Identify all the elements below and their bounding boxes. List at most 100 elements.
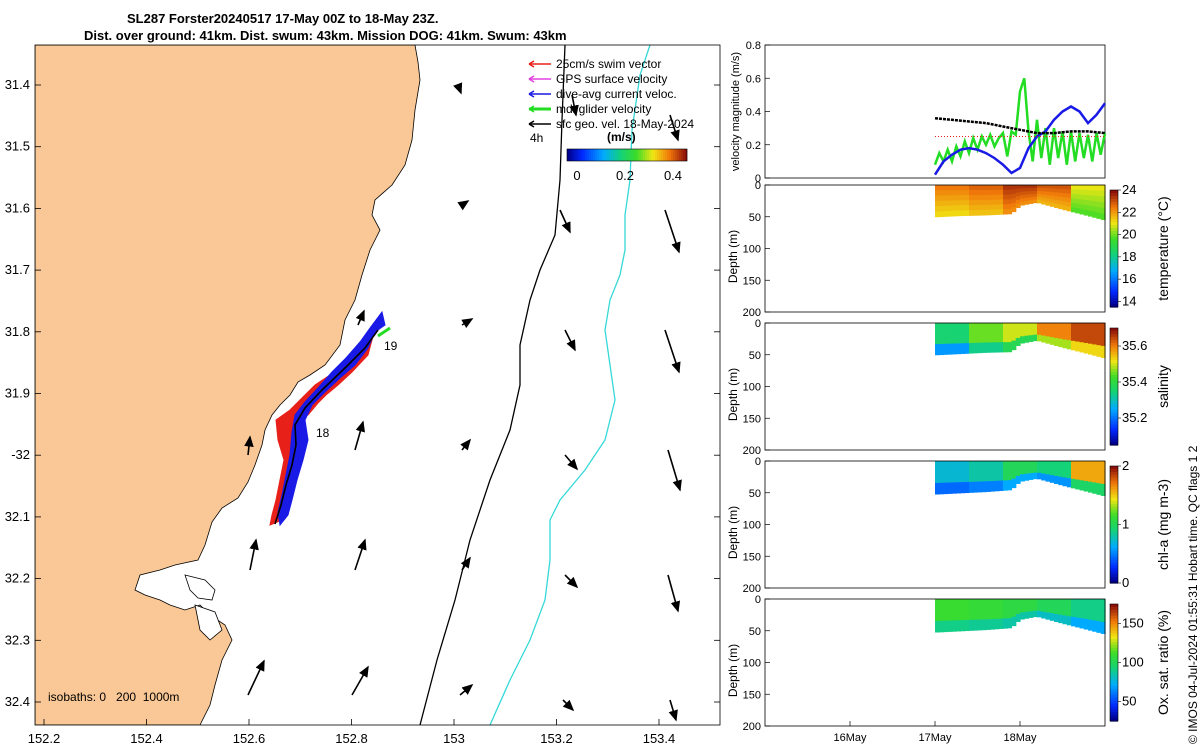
colorbar-cell — [1110, 386, 1118, 391]
profile-cell — [998, 618, 1004, 625]
profile-cell — [1007, 603, 1013, 610]
profile-cell — [1075, 484, 1081, 490]
profile-cell — [1003, 480, 1008, 486]
colorbar-cell — [1110, 688, 1118, 693]
profile-cell — [1024, 476, 1030, 481]
profile-cell — [1092, 599, 1098, 605]
profile-cell — [1092, 482, 1098, 489]
current-arrow — [669, 114, 680, 142]
profile-cell — [952, 482, 957, 489]
colorbar-cell — [1110, 518, 1118, 523]
profile-cell — [994, 342, 1000, 348]
colorbar-frame — [566, 148, 688, 162]
profile-cell — [1037, 185, 1042, 189]
profile-cell — [1075, 470, 1081, 476]
colorbar-tick-label: 0 — [573, 168, 580, 183]
profile-cell — [1011, 193, 1017, 199]
profile-cell — [1058, 200, 1064, 206]
colorbar-cell — [1110, 230, 1118, 235]
profile-cell — [1092, 344, 1098, 351]
profile-cell — [1079, 618, 1085, 624]
colorbar-cell — [1110, 260, 1118, 264]
profile-cell — [1062, 323, 1068, 328]
profile-cell — [1020, 336, 1025, 341]
colorbar-tick-label: 100 — [1122, 655, 1144, 670]
profile-cell — [1092, 461, 1098, 467]
colorbar-cell — [1110, 406, 1118, 411]
profile-cell — [977, 342, 983, 349]
colorbar-cell — [621, 149, 624, 161]
profile-cell — [964, 625, 970, 632]
profile-cell — [1054, 472, 1059, 477]
profile-cell — [1100, 345, 1106, 353]
profile-cell — [981, 189, 987, 196]
colorbar-cell — [1110, 680, 1118, 684]
profile-cell — [1007, 337, 1013, 343]
profile-cell — [947, 348, 953, 355]
profile-cell — [1096, 350, 1102, 357]
colorbar-cell — [1110, 348, 1118, 352]
profile-cell — [1041, 185, 1047, 189]
profile-cell — [935, 488, 940, 495]
profile-cell — [990, 332, 996, 339]
colorbar-cell — [1110, 662, 1118, 667]
profile-cell — [1092, 487, 1098, 494]
colorbar-cell — [681, 149, 684, 161]
profile-cell — [1100, 604, 1106, 612]
profile-cell — [1011, 483, 1017, 489]
profile-cell — [1083, 603, 1089, 610]
profile-cell — [960, 487, 966, 494]
profile-cell — [1088, 328, 1093, 334]
profile-cell — [1075, 479, 1081, 485]
profile-cell — [990, 619, 996, 625]
profile-cell — [994, 613, 1000, 620]
profile-cell — [1032, 599, 1038, 603]
profile-cell — [952, 195, 957, 201]
profile-cell — [1007, 194, 1013, 200]
profile-cell — [964, 619, 970, 626]
profile-cell — [1066, 340, 1072, 346]
colorbar-cell — [607, 149, 610, 161]
profile-cell — [1071, 185, 1076, 191]
profile-cell — [994, 199, 1000, 206]
profile-cell — [935, 349, 940, 356]
profile-cell — [1011, 474, 1017, 480]
profile-cell — [1096, 615, 1102, 622]
profile-cell — [994, 485, 1000, 492]
profile-cell — [1045, 336, 1051, 341]
profile-cell — [1054, 341, 1059, 346]
profile-cell — [1062, 615, 1068, 621]
profile-cell — [1028, 611, 1034, 615]
speed-colorbar: 0 0.2 0.4 — [566, 148, 688, 183]
profile-cell — [973, 195, 979, 201]
profile-cell — [943, 615, 949, 622]
profile-cell — [1088, 323, 1093, 329]
profile-cell — [1003, 194, 1008, 201]
colorbar-tick-label: 35.6 — [1122, 338, 1147, 353]
profile-cell — [973, 190, 979, 196]
profile-cell — [1028, 608, 1034, 612]
colorbar-tick-label: 35.2 — [1122, 410, 1147, 425]
profile-cell — [1003, 623, 1008, 629]
profile-cell — [1058, 472, 1064, 478]
colorbar-cell — [1110, 571, 1118, 575]
colorbar-cell — [1110, 192, 1118, 197]
profile-cell — [939, 615, 945, 622]
colorbar-cell — [1110, 190, 1118, 194]
profile-cell — [1045, 329, 1051, 334]
colorbar-tick-label: 24 — [1122, 182, 1136, 197]
profile-cell — [994, 209, 1000, 215]
colorbar-cell — [1110, 471, 1118, 476]
colorbar-cell — [1110, 674, 1118, 678]
colorbar-cell — [1110, 439, 1118, 443]
profile-cell — [1049, 199, 1055, 204]
profile-cell — [1092, 466, 1098, 473]
profile-cell — [1049, 606, 1055, 611]
profile-cell — [1071, 189, 1076, 195]
profile-cell — [1088, 609, 1093, 616]
profile-cell — [952, 328, 957, 334]
time-tick-label: 18May — [1003, 732, 1037, 744]
profile-cell — [1020, 198, 1025, 203]
profile-cell — [990, 189, 996, 196]
